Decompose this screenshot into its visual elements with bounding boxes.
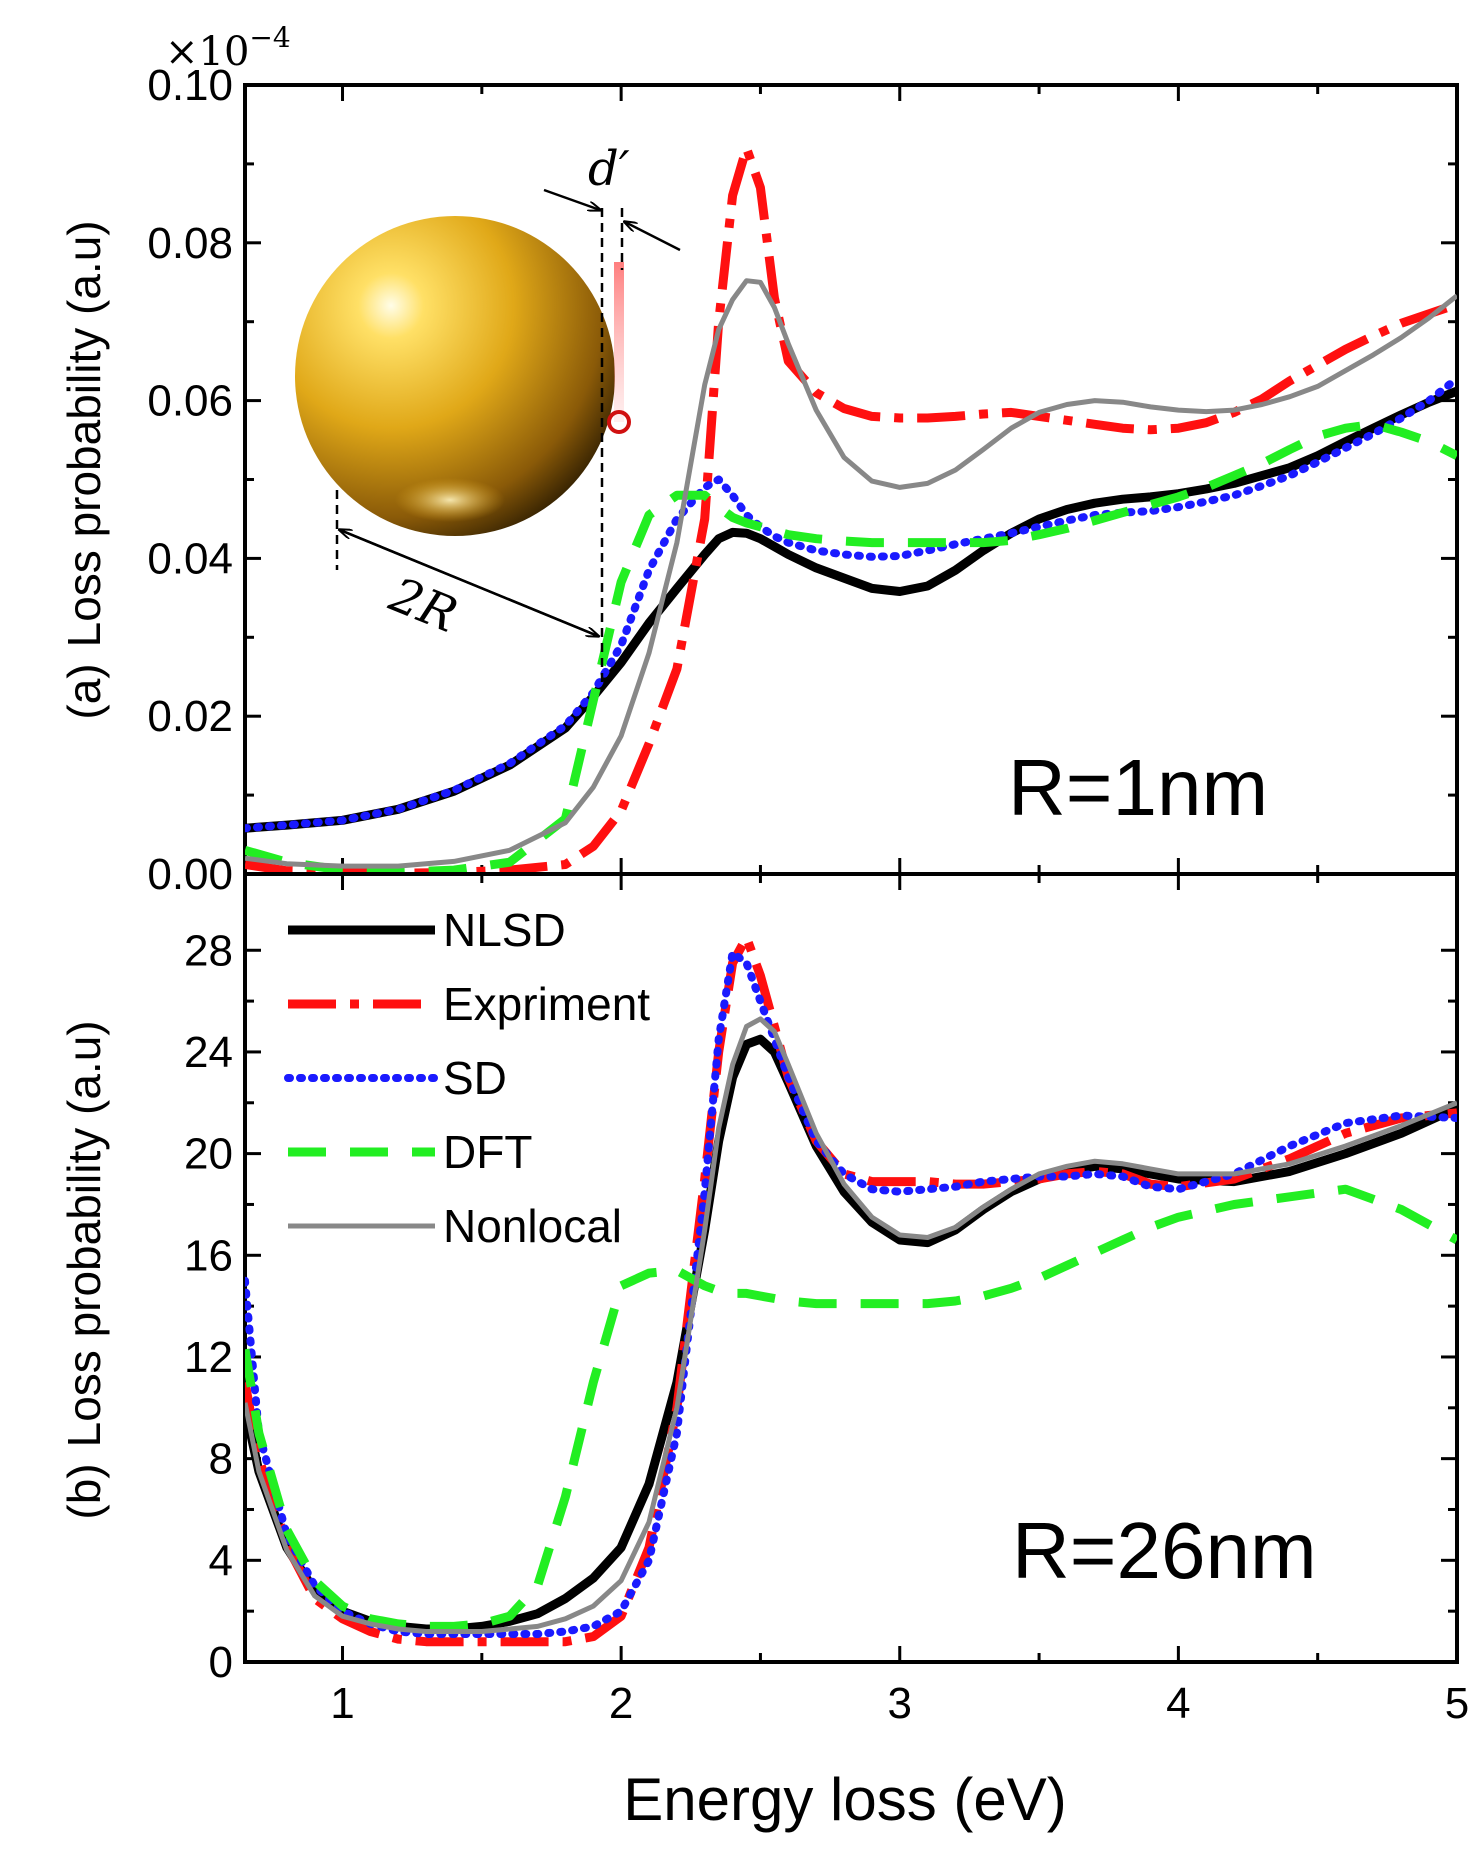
d-prime-arrow-right	[625, 222, 681, 252]
x-tick-label: 5	[1445, 1679, 1469, 1728]
y-tick-label: 8	[209, 1435, 233, 1484]
d-prime-arrow-left	[543, 188, 600, 210]
x-axis-ticks: 1 2 3 4 5	[330, 1679, 1469, 1728]
y-tick-label: 0.00	[147, 850, 233, 899]
x-tick-label: 4	[1166, 1679, 1190, 1728]
y-tick-label: 0.06	[147, 377, 233, 426]
legend: NLSD Expriment SD DFT Nonlocal	[284, 904, 650, 1252]
legend-label-expriment: Expriment	[443, 978, 650, 1030]
diameter-arrow-back	[340, 530, 599, 638]
legend-label-sd: SD	[443, 1052, 507, 1104]
panel-a-series	[245, 143, 1457, 874]
x-tick-label: 3	[888, 1679, 912, 1728]
electron-beam	[614, 262, 624, 422]
series-line-nonlocal	[245, 278, 1457, 869]
electron-beam-spot	[607, 410, 631, 434]
panel-b-radius-label: R=26nm	[1012, 1506, 1317, 1595]
panel-a-radius-label: R=1nm	[1008, 743, 1268, 832]
panel-b-series	[245, 933, 1457, 1647]
panel-a: 0.00 0.02 0.04 0.06 0.08 0.10 d′ 2R R=1nm (a)…	[58, 61, 1459, 899]
exponent-label: ×10−4	[165, 21, 291, 75]
panel-a-ticks: 0.00 0.02 0.04 0.06 0.08 0.10	[147, 61, 1459, 899]
y-tick-label: 12	[184, 1333, 233, 1382]
legend-label-nonlocal: Nonlocal	[443, 1200, 622, 1252]
d-prime-label: d′	[588, 141, 630, 197]
y-tick-label: 4	[209, 1536, 233, 1585]
panel-b-frame	[243, 872, 1459, 1664]
series-line-sd	[245, 374, 1457, 833]
panel-b-y-axis-title: (b)Loss probability (a.u)	[58, 1020, 110, 1519]
series-line-dft	[245, 419, 1457, 874]
panel-a-y-axis-title: (a)Loss probability (a.u)	[58, 220, 110, 719]
series-line-dft	[245, 1184, 1457, 1631]
y-tick-label: 0.08	[147, 219, 233, 268]
inset-sphere-diagram: d′ 2R	[295, 141, 681, 690]
y-tick-label: 16	[184, 1231, 233, 1280]
diameter-label: 2R	[381, 566, 465, 643]
y-tick-label: 20	[184, 1130, 233, 1179]
x-tick-label: 1	[330, 1679, 354, 1728]
y-tick-label: 24	[184, 1028, 233, 1077]
series-line-nonlocal	[245, 1016, 1457, 1634]
gold-sphere	[295, 216, 615, 536]
panel-b: 0 4 8 12 16 20 24 28 NLSD Expriment SD DFT Nonl…	[58, 872, 1459, 1687]
y-tick-label: 0	[209, 1638, 233, 1687]
x-tick-label: 2	[609, 1679, 633, 1728]
y-tick-label: 0.04	[147, 534, 233, 583]
legend-label-dft: DFT	[443, 1126, 532, 1178]
y-tick-label: 28	[184, 926, 233, 975]
sphere-lower-reflection	[395, 478, 505, 522]
series-line-expriment	[245, 143, 1457, 874]
x-axis-title: Energy loss (eV)	[623, 1766, 1067, 1833]
legend-label-nlsd: NLSD	[443, 904, 566, 956]
y-tick-label: 0.10	[147, 61, 233, 110]
panel-b-ticks: 0 4 8 12 16 20 24 28	[184, 874, 1459, 1687]
y-tick-label: 0.02	[147, 692, 233, 741]
